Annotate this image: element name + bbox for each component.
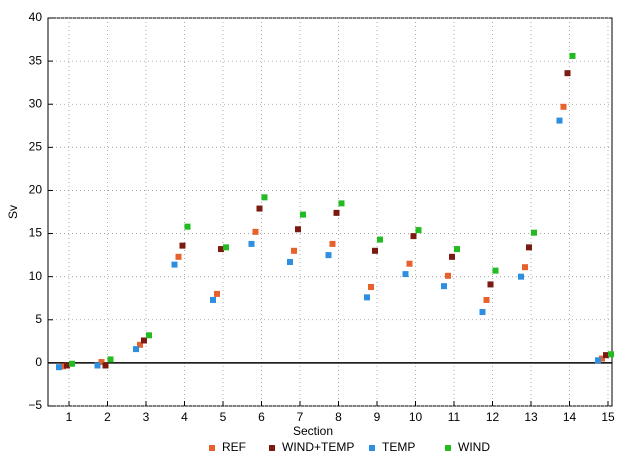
marker xyxy=(287,259,293,266)
marker xyxy=(526,244,532,251)
plot-frame xyxy=(47,17,613,407)
y-tick-label: 15 xyxy=(29,226,43,240)
marker xyxy=(56,364,62,371)
y-axis-label: Sv xyxy=(6,205,20,219)
x-tick-label: 4 xyxy=(181,410,188,424)
marker xyxy=(522,264,528,271)
y-tick-label: −5 xyxy=(28,398,42,412)
legend-label: WIND xyxy=(458,440,490,454)
marker xyxy=(479,309,486,316)
marker xyxy=(102,362,109,369)
marker xyxy=(487,281,494,288)
marker xyxy=(372,247,378,254)
marker xyxy=(410,233,417,240)
x-tick-label: 13 xyxy=(524,410,538,424)
marker xyxy=(98,359,105,366)
x-tick-label: 11 xyxy=(448,410,461,424)
marker xyxy=(445,272,451,279)
marker xyxy=(175,253,182,260)
marker xyxy=(107,356,114,363)
marker xyxy=(483,296,490,303)
marker xyxy=(603,352,609,359)
legend-swatch xyxy=(269,445,275,451)
marker xyxy=(531,229,537,236)
marker xyxy=(133,346,139,353)
legend-swatch xyxy=(445,445,451,451)
marker xyxy=(64,362,70,369)
marker xyxy=(608,351,614,358)
x-tick-label: 7 xyxy=(297,410,304,424)
y-tick-label: 5 xyxy=(35,312,42,326)
marker xyxy=(252,228,259,235)
marker xyxy=(364,294,370,301)
y-tick-label: 0 xyxy=(35,355,42,369)
legend-swatch xyxy=(209,445,215,451)
marker xyxy=(325,252,332,259)
marker xyxy=(218,246,224,253)
legend-label: TEMP xyxy=(382,440,415,454)
marker xyxy=(210,296,216,303)
marker xyxy=(256,205,263,212)
marker xyxy=(518,273,524,280)
marker xyxy=(333,209,340,216)
marker xyxy=(368,284,374,291)
x-tick-label: 8 xyxy=(335,410,342,424)
marker xyxy=(184,223,191,230)
x-tick-label: 15 xyxy=(601,410,615,424)
marker xyxy=(141,337,147,344)
y-tick-label: 20 xyxy=(29,183,43,197)
marker xyxy=(569,52,576,59)
marker xyxy=(146,332,152,339)
marker xyxy=(295,226,301,233)
marker xyxy=(60,363,66,370)
marker xyxy=(69,360,75,367)
y-tick-label: 25 xyxy=(29,140,43,154)
marker xyxy=(402,271,409,278)
x-tick-label: 5 xyxy=(220,410,227,424)
marker xyxy=(556,117,563,124)
marker xyxy=(223,244,229,251)
marker xyxy=(564,70,571,77)
marker xyxy=(300,211,306,218)
y-tick-label: 10 xyxy=(29,269,43,283)
marker xyxy=(291,247,297,254)
x-tick-label: 2 xyxy=(104,410,111,424)
marker xyxy=(406,260,413,267)
marker xyxy=(261,194,268,201)
marker xyxy=(329,240,336,247)
x-tick-label: 9 xyxy=(374,410,381,424)
marker xyxy=(454,246,460,253)
marker xyxy=(560,103,567,110)
x-tick-label: 1 xyxy=(66,410,73,424)
marker xyxy=(94,362,101,369)
marker xyxy=(248,240,255,247)
marker xyxy=(595,357,601,364)
marker xyxy=(179,242,186,249)
x-tick-label: 14 xyxy=(563,410,577,424)
y-tick-label: 30 xyxy=(29,96,43,110)
x-tick-label: 10 xyxy=(409,410,423,424)
y-tick-label: 35 xyxy=(29,53,43,67)
marker xyxy=(415,227,422,234)
legend-label: REF xyxy=(222,440,246,454)
marker xyxy=(449,253,455,260)
marker xyxy=(599,355,605,362)
marker xyxy=(441,283,447,290)
marker xyxy=(214,290,220,297)
marker xyxy=(338,200,345,207)
y-tick-label: 40 xyxy=(29,10,43,24)
x-axis-label: Section xyxy=(293,424,333,438)
marker xyxy=(377,236,383,243)
marker xyxy=(171,261,178,268)
x-tick-label: 12 xyxy=(486,410,500,424)
x-tick-label: 6 xyxy=(258,410,265,424)
legend-swatch xyxy=(369,445,375,451)
legend-label: WIND+TEMP xyxy=(282,440,354,454)
marker xyxy=(137,341,143,348)
marker xyxy=(492,267,499,274)
x-tick-label: 3 xyxy=(143,410,150,424)
